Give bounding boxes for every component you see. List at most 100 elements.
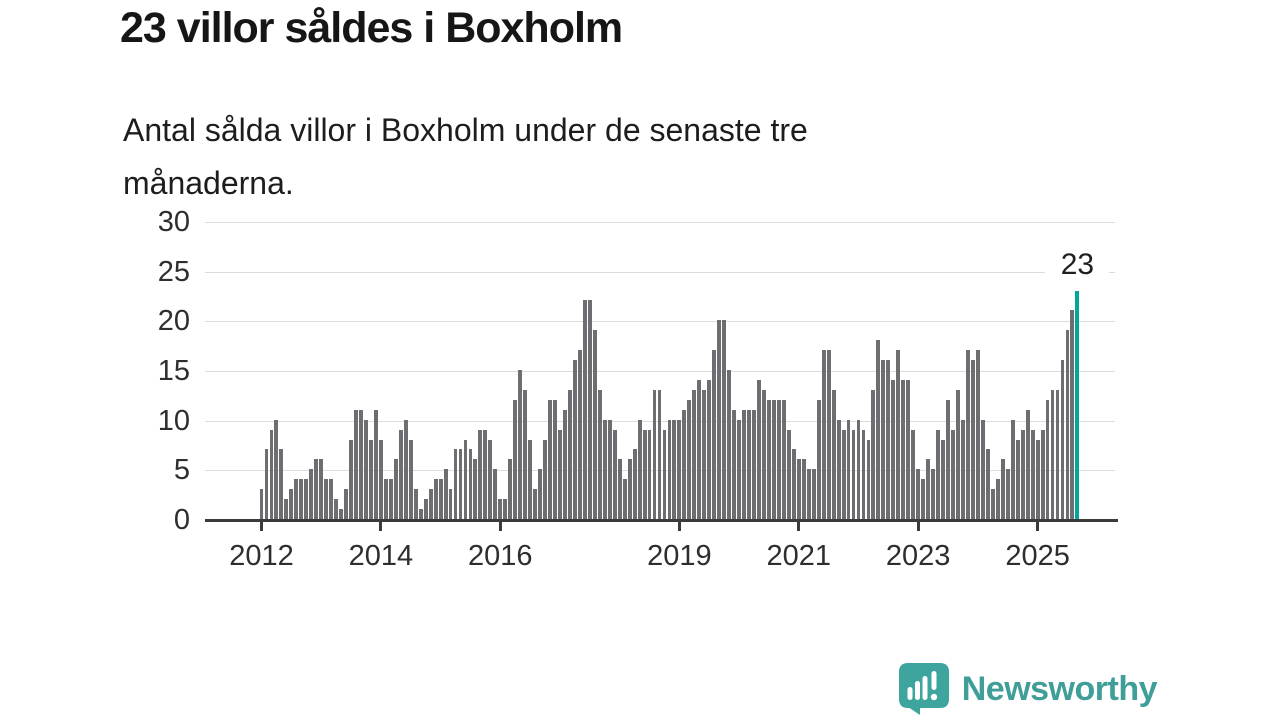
bar-month (926, 459, 931, 519)
bar-month (448, 489, 453, 519)
bar-month (553, 399, 557, 519)
bar-month (463, 439, 468, 519)
bar-month (428, 489, 433, 519)
latest-value-label: 23 (1045, 247, 1110, 282)
bar-month (931, 469, 936, 519)
bar-month (687, 399, 692, 519)
y-axis-label-25: 25 (157, 255, 190, 288)
x-tick-2025 (1036, 522, 1040, 531)
newsworthy-logo[interactable]: Newsworthy (898, 663, 1158, 715)
bar-month (443, 469, 448, 519)
bar-month (393, 459, 398, 519)
bar-month (956, 389, 960, 519)
bar-month (309, 469, 314, 519)
y-axis-label-30: 30 (157, 206, 190, 238)
x-tick-2016 (498, 522, 502, 531)
bar-month (896, 350, 901, 519)
sales-bar-chart: 0 5 10 15 20 25 30 2012 2014 2016 2019 2021 2023 2025… (157, 206, 1118, 572)
bar-month (657, 389, 662, 519)
bar-month (378, 439, 383, 519)
bar-month (334, 499, 339, 519)
speech-bubble-bar-chart-icon (898, 663, 949, 715)
bar-month (403, 419, 408, 519)
bar-month (876, 340, 881, 519)
x-tick-2014 (379, 522, 383, 531)
x-tick-2012 (260, 522, 263, 531)
bar-month (781, 399, 786, 519)
bar-month (269, 429, 274, 519)
subtitle-line-1: Antal sålda villor i Boxholm under de se… (123, 112, 808, 148)
bar-month (737, 419, 742, 519)
bar-month (264, 449, 269, 519)
bar-month (1055, 389, 1060, 519)
bar-month (667, 419, 672, 519)
bar-month (866, 439, 871, 519)
newsworthy-logo-text: Newsworthy (961, 669, 1158, 708)
bar-month (568, 389, 572, 519)
bar-month (747, 409, 751, 519)
bar-month (622, 479, 627, 519)
bar-month (582, 300, 587, 519)
bar-month (652, 389, 657, 519)
bar-month (597, 389, 602, 519)
bar-month (538, 469, 543, 519)
bar-month (961, 419, 965, 519)
bar-month (911, 429, 916, 519)
bar-month (433, 479, 438, 519)
bar-month (771, 399, 776, 519)
bar-month (408, 439, 413, 519)
bar-month (413, 489, 418, 519)
y-axis-label-20: 20 (157, 305, 190, 338)
bar-month (488, 439, 493, 519)
bar-month (821, 350, 826, 519)
bar-month (383, 479, 388, 519)
bar-month (607, 419, 612, 519)
bar-month (871, 389, 876, 519)
bar-month (354, 409, 358, 519)
bar-month (627, 459, 632, 519)
bar-month (592, 330, 597, 519)
x-axis-label-2016: 2016 (468, 540, 533, 572)
bar-month (548, 399, 552, 519)
bar-month (946, 399, 950, 519)
bar-month (831, 389, 836, 519)
bar-month (796, 459, 801, 519)
bar-month (776, 399, 781, 519)
bar-month (523, 389, 528, 519)
bar-month (966, 350, 970, 519)
bar-month (572, 360, 577, 519)
x-axis-label-2014: 2014 (348, 540, 414, 572)
bar-month (513, 399, 518, 519)
bar-month (702, 389, 707, 519)
page-title: 23 villor såldes i Boxholm (120, 4, 623, 52)
bar-month (329, 479, 334, 519)
bar-month (951, 429, 955, 519)
bar-month (742, 409, 747, 519)
x-axis-label-2012: 2012 (229, 540, 294, 572)
bar-month (373, 409, 378, 519)
bar-month (1060, 360, 1065, 519)
bar-month (364, 419, 368, 519)
bar-month (757, 379, 761, 519)
bar-month (1010, 419, 1015, 519)
bar-month (528, 439, 533, 519)
bar-month (642, 429, 647, 519)
bar-month (498, 499, 503, 519)
bar-month (861, 429, 866, 519)
bar-month (558, 429, 562, 519)
gridline-y-15 (205, 371, 1115, 372)
x-axis-label-2023: 2023 (885, 540, 951, 572)
bar-month (791, 449, 796, 519)
bar-month (587, 300, 592, 519)
bar-month (473, 459, 478, 519)
bar-month (493, 469, 498, 519)
bar-month (1035, 439, 1040, 519)
bar-month (717, 320, 722, 519)
bar-month (697, 379, 702, 519)
bar-month (936, 429, 941, 519)
bar-month (284, 499, 289, 519)
bar-month (1020, 429, 1025, 519)
bar-month (458, 449, 463, 519)
bar-latest-highlight (1075, 290, 1080, 519)
bar-month (279, 449, 284, 519)
